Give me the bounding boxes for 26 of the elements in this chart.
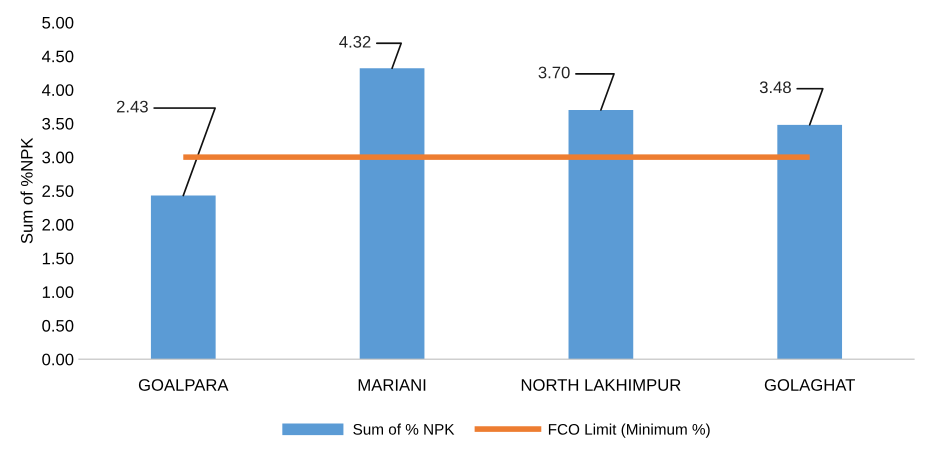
bar: [150, 196, 216, 360]
legend-label: FCO Limit (Minimum %): [548, 424, 710, 438]
data-label: 4.32: [339, 36, 370, 48]
y-tick-label: 0.50: [42, 320, 74, 332]
y-tick-label: 2.00: [42, 218, 74, 231]
y-tick-label: 5.00: [42, 16, 74, 29]
y-tick-label: 3.00: [42, 152, 74, 164]
x-tick-label: GOLAGHAT: [764, 379, 855, 391]
data-label: 3.70: [538, 66, 570, 78]
bar: [568, 110, 634, 360]
y-tick-label: 2.50: [42, 185, 74, 198]
data-label: 3.48: [760, 81, 791, 94]
x-tick-label: MARIANI: [358, 379, 426, 391]
y-tick-label: 1.00: [42, 286, 74, 298]
y-tick-label: 0.00: [42, 354, 74, 366]
x-tick-label: GOALPARA: [138, 379, 228, 391]
y-tick-label: 4.00: [42, 84, 74, 96]
y-tick-label: 3.50: [42, 118, 74, 130]
legend-label: Sum of % NPK: [353, 424, 454, 435]
bar: [360, 68, 424, 360]
bar: [777, 124, 842, 360]
x-tick-label: NORTH LAKHIMPUR: [522, 379, 681, 391]
y-tick-label: 1.50: [42, 252, 74, 264]
data-label: 2.43: [116, 100, 148, 113]
y-axis-title: Sum of %NPK: [20, 138, 33, 244]
y-tick-label: 4.50: [42, 50, 74, 62]
